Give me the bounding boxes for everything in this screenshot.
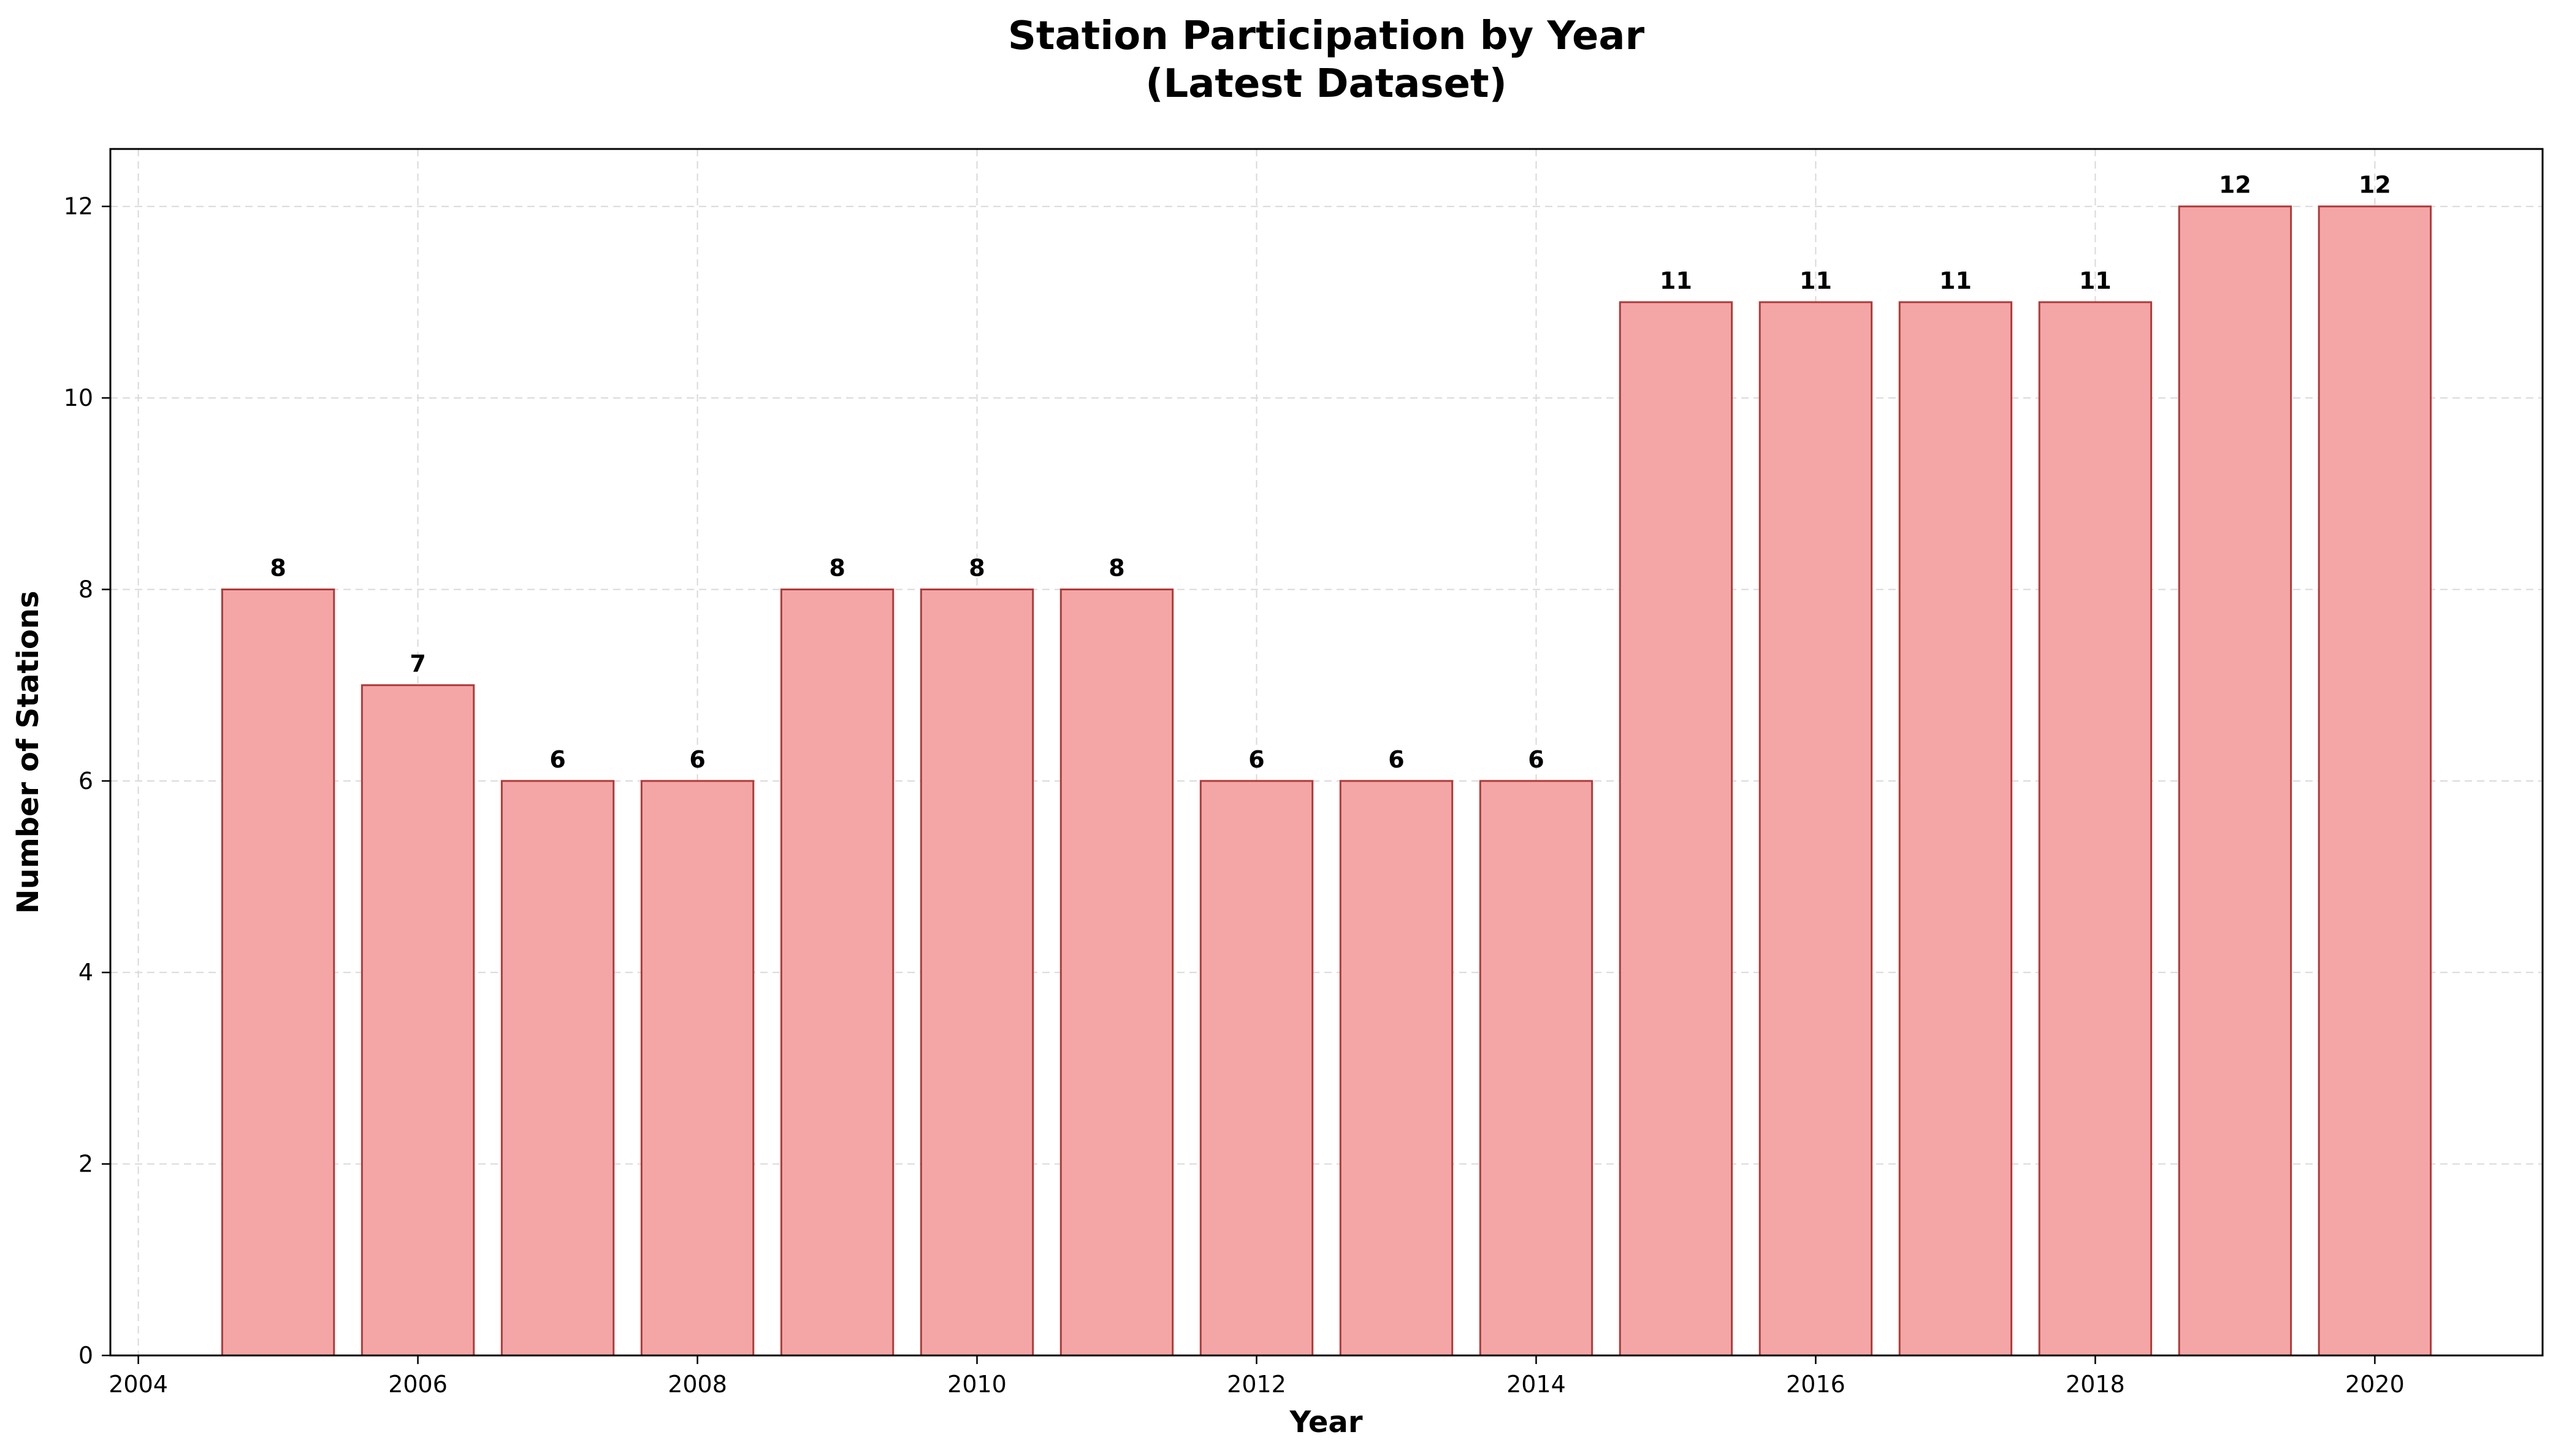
bars	[221, 205, 2432, 1357]
bar-value-label-2010: 8	[969, 554, 985, 581]
x-tick-label: 2006	[388, 1371, 448, 1398]
bar-value-label-2008: 6	[689, 746, 705, 773]
chart-title: Station Participation by Year	[1008, 13, 1645, 59]
x-tick-label: 2012	[1227, 1371, 1286, 1398]
bar-2012	[1199, 780, 1314, 1357]
bar-value-label-2012: 6	[1248, 746, 1264, 773]
bar-value-label-2013: 6	[1388, 746, 1404, 773]
bar-2013	[1339, 780, 1454, 1357]
bar-value-label-2005: 8	[270, 554, 286, 581]
y-tick-label: 6	[78, 768, 93, 795]
bar-value-label-2014: 6	[1528, 746, 1544, 773]
x-tick-label: 2004	[109, 1371, 168, 1398]
bar-2008	[640, 780, 755, 1357]
bar-2015	[1619, 301, 1733, 1357]
bar-2019	[2178, 205, 2292, 1357]
bar-value-label-2006: 7	[410, 650, 426, 677]
bar-value-label-2011: 8	[1109, 554, 1124, 581]
bar-value-label-2017: 11	[1939, 267, 1972, 294]
x-axis-ticks: 2004 2006 2008 2010 2012 2014 2016 2018 2020	[109, 1355, 2405, 1398]
y-tick-label: 10	[64, 384, 93, 411]
x-tick-label: 2018	[2066, 1371, 2125, 1398]
bar-2009	[780, 588, 895, 1357]
x-tick-label: 2010	[947, 1371, 1007, 1398]
bar-2006	[361, 684, 475, 1357]
bar-2016	[1758, 301, 1873, 1357]
y-tick-label: 4	[78, 959, 93, 986]
x-tick-label: 2014	[1506, 1371, 1566, 1398]
bar-value-label-2018: 11	[2079, 267, 2112, 294]
grid-lines	[110, 149, 2543, 1356]
chart-subtitle: (Latest Dataset)	[1145, 61, 1507, 107]
bar-2011	[1059, 588, 1174, 1357]
y-tick-label: 8	[78, 576, 93, 603]
y-axis-label: Number of Stations	[11, 590, 45, 913]
bar-2014	[1479, 780, 1593, 1357]
bar-value-label-2009: 8	[829, 554, 845, 581]
bar-value-label-2016: 11	[1799, 267, 1832, 294]
bar-value-label-2007: 6	[549, 746, 565, 773]
bar-2005	[221, 588, 335, 1357]
plot-frame	[109, 148, 2544, 1357]
y-axis-ticks: 0 2 4 6 8 10 12	[64, 193, 110, 1369]
data-labels: 8 7 6 6 8 8 8 6 6 6 11 11 11 11 12 12	[270, 172, 2391, 773]
x-tick-label: 2016	[1786, 1371, 1845, 1398]
bar-value-label-2019: 12	[2219, 172, 2251, 199]
bar-2010	[920, 588, 1034, 1357]
bar-value-label-2015: 11	[1660, 267, 1692, 294]
bar-2017	[1898, 301, 2013, 1357]
y-tick-label: 2	[78, 1151, 93, 1178]
bar-2007	[500, 780, 615, 1357]
y-tick-label: 12	[64, 193, 93, 220]
y-tick-label: 0	[78, 1342, 93, 1369]
bar-2020	[2318, 205, 2432, 1357]
x-axis-label: Year	[1289, 1405, 1363, 1439]
bar-2018	[2038, 301, 2153, 1357]
bar-value-label-2020: 12	[2359, 172, 2391, 199]
x-tick-label: 2020	[2345, 1371, 2405, 1398]
x-tick-label: 2008	[668, 1371, 727, 1398]
